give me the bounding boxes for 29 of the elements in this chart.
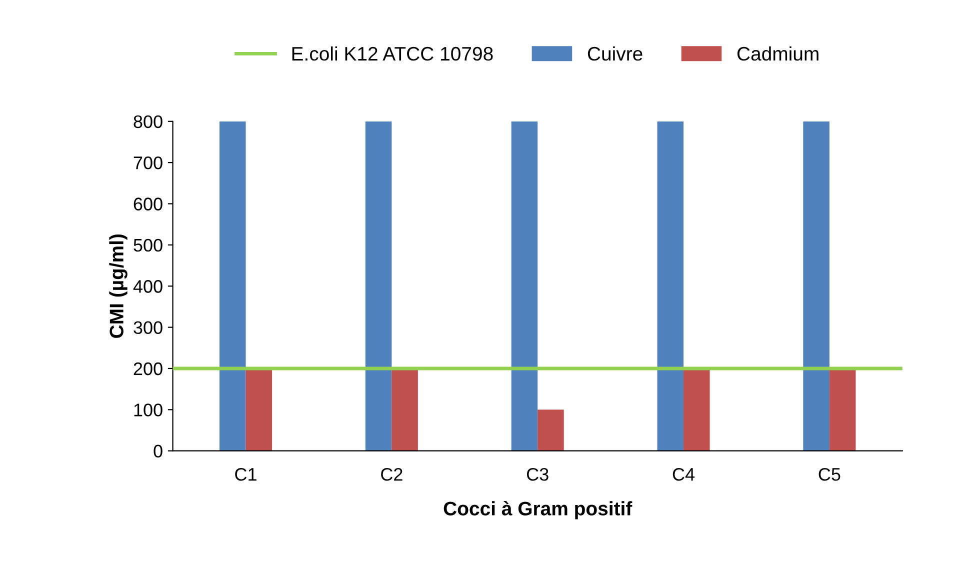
- y-tick-label: 600: [134, 198, 162, 210]
- y-tick-label: 400: [133, 280, 162, 293]
- x-tick-label: C5: [818, 468, 840, 481]
- y-tick-label: 100: [134, 404, 162, 416]
- x-axis-title: Cocci à Gram positif: [444, 501, 632, 520]
- y-tick-label: 800: [134, 115, 162, 128]
- bar: [365, 121, 392, 451]
- y-axis-title: CMI (µg/ml): [109, 234, 128, 338]
- x-tick-label: C2: [381, 468, 402, 481]
- x-tick-label: C3: [526, 468, 548, 481]
- bar: [246, 368, 272, 451]
- legend-label: E.coli K12 ATCC 10798: [292, 46, 493, 61]
- y-tick-label: 700: [134, 156, 162, 170]
- bar: [684, 368, 710, 451]
- x-tick-label: C4: [672, 468, 695, 481]
- bar: [219, 121, 246, 451]
- bar: [392, 368, 418, 451]
- y-tick-label: 500: [134, 238, 162, 252]
- y-tick-label: 300: [134, 321, 162, 334]
- bar: [511, 121, 538, 451]
- legend-label: Cuivre: [588, 46, 642, 61]
- bar: [803, 121, 830, 451]
- x-tick-label: C1: [235, 468, 256, 481]
- legend-label: Cadmium: [737, 46, 818, 61]
- bar: [657, 121, 684, 451]
- y-tick-label: 0: [154, 444, 162, 458]
- bar: [538, 410, 564, 451]
- y-tick-label: 200: [134, 362, 162, 376]
- bar: [829, 368, 856, 451]
